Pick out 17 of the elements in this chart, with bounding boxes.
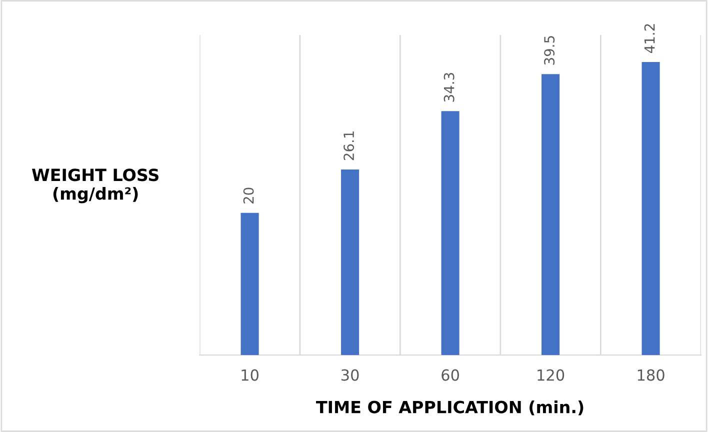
bar xyxy=(240,212,259,356)
x-tick-label: 120 xyxy=(538,369,564,381)
x-tick-label: 180 xyxy=(638,369,664,381)
data-label: 41.2 xyxy=(644,24,655,54)
data-label: 34.3 xyxy=(444,72,454,102)
data-label: 26.1 xyxy=(344,131,354,160)
y-axis-title: WEIGHT LOSS (mg/dm²) xyxy=(32,168,158,204)
x-tick-label: 30 xyxy=(341,369,359,381)
x-tick-label: 10 xyxy=(242,369,258,381)
bar xyxy=(441,111,460,356)
data-label: 20 xyxy=(243,188,254,204)
bar xyxy=(542,74,560,356)
bar xyxy=(341,169,360,356)
x-tick-label: 60 xyxy=(442,369,459,381)
x-axis-title: TIME OF APPLICATION (min.) xyxy=(316,400,584,416)
data-label: 39.5 xyxy=(544,36,555,65)
bar xyxy=(642,62,660,356)
